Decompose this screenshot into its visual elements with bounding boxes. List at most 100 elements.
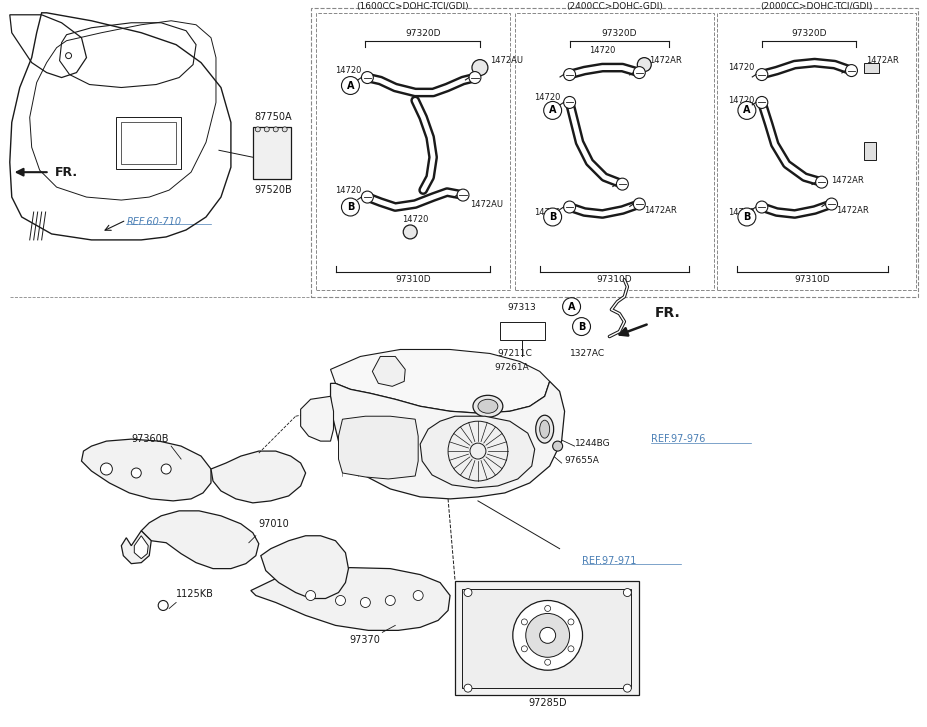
Circle shape [403,225,417,239]
Circle shape [526,614,569,657]
Circle shape [255,126,260,132]
Circle shape [564,68,576,81]
Text: A: A [347,81,354,91]
Text: 97310D: 97310D [794,275,831,284]
Text: FR.: FR. [654,305,680,320]
Text: B: B [578,321,585,332]
Circle shape [264,126,269,132]
Circle shape [633,198,645,210]
Circle shape [544,208,562,226]
Polygon shape [121,531,151,563]
Polygon shape [82,439,211,501]
Polygon shape [338,417,418,479]
Text: 1244BG: 1244BG [575,439,610,448]
Polygon shape [373,356,405,386]
Circle shape [756,97,768,108]
Text: 97655A: 97655A [565,456,600,465]
Bar [717,13,916,290]
Circle shape [341,198,360,216]
Ellipse shape [536,415,553,443]
Circle shape [756,201,768,213]
Text: 1472AR: 1472AR [644,206,677,214]
Circle shape [738,208,756,226]
Circle shape [464,684,472,692]
Text: 97285D: 97285D [528,698,567,708]
Bar [455,581,640,695]
Bar [865,63,880,73]
Text: (1600CC>DOHC-TCI/GDI): (1600CC>DOHC-TCI/GDI) [356,1,469,11]
Polygon shape [134,536,148,558]
Text: 1472AU: 1472AU [470,199,503,209]
Circle shape [159,601,168,611]
Circle shape [464,589,472,597]
Circle shape [132,468,141,478]
Text: A: A [568,302,576,312]
Text: 97211C: 97211C [498,350,533,358]
Circle shape [544,102,562,119]
Bar [315,13,510,290]
Circle shape [623,589,631,597]
Circle shape [100,463,112,475]
Circle shape [568,646,574,652]
Text: 1125KB: 1125KB [176,588,214,598]
Text: 1472AR: 1472AR [836,206,870,214]
Circle shape [756,68,768,81]
Bar [462,589,631,688]
Circle shape [540,627,555,643]
Circle shape [545,659,551,665]
Circle shape [469,71,481,84]
Circle shape [552,441,563,451]
Text: B: B [549,212,556,222]
Bar [865,142,876,160]
Circle shape [161,464,171,474]
Bar [253,127,291,179]
Text: 1472AR: 1472AR [649,56,682,65]
Text: B: B [347,202,354,212]
Ellipse shape [478,399,498,413]
Text: 14720: 14720 [729,96,755,105]
Bar [121,122,176,164]
Text: 14720: 14720 [335,185,362,195]
Polygon shape [300,396,334,441]
Text: 97010: 97010 [259,519,289,529]
Circle shape [306,590,315,601]
Circle shape [633,67,645,79]
Text: (2000CC>DOHC-TCI/GDI): (2000CC>DOHC-TCI/GDI) [760,1,873,11]
Text: FR.: FR. [55,166,78,179]
Circle shape [362,191,374,203]
Polygon shape [260,536,349,598]
Text: B: B [743,212,751,222]
Bar [117,117,181,169]
Text: 1472AU: 1472AU [489,56,523,65]
Circle shape [336,595,346,606]
Polygon shape [251,568,450,630]
Polygon shape [331,350,550,413]
Text: 97320D: 97320D [792,28,827,38]
Circle shape [816,176,828,188]
Circle shape [521,646,527,652]
Text: 97520B: 97520B [255,185,293,195]
Text: REF.97-976: REF.97-976 [652,434,705,444]
Text: 97313: 97313 [507,302,536,312]
Text: (2400CC>DOHC-GDI): (2400CC>DOHC-GDI) [566,1,663,11]
Circle shape [545,606,551,611]
Circle shape [738,102,756,119]
Bar [514,13,714,290]
Circle shape [568,619,574,625]
Polygon shape [420,417,535,488]
Circle shape [623,684,631,692]
Circle shape [66,52,71,59]
Text: 97261A: 97261A [494,364,528,372]
Polygon shape [331,382,565,499]
Circle shape [564,97,576,108]
Circle shape [845,65,857,76]
Text: 1472AR: 1472AR [832,176,864,185]
Ellipse shape [473,395,502,417]
Text: A: A [743,105,751,116]
Polygon shape [211,451,306,503]
Bar [500,321,545,340]
Text: 14720: 14720 [402,215,428,225]
Text: 1472AR: 1472AR [867,56,899,65]
Text: 14720: 14720 [534,207,561,217]
Circle shape [413,590,423,601]
